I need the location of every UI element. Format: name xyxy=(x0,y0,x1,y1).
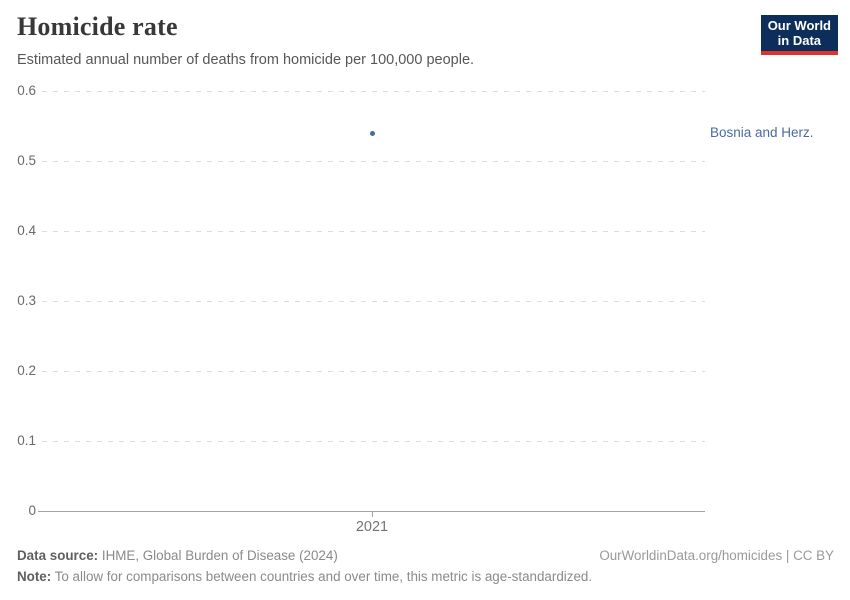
owid-logo-line1: Our World xyxy=(767,18,831,33)
page-title: Homicide rate xyxy=(17,12,178,41)
gridline xyxy=(42,301,705,302)
data-point[interactable] xyxy=(369,130,375,136)
note-label: Note: xyxy=(17,569,52,584)
y-axis-tick-label: 0.5 xyxy=(17,153,36,168)
y-axis-tick-label: 0.3 xyxy=(17,293,36,308)
note-text: To allow for comparisons between countri… xyxy=(51,569,593,584)
x-axis-line xyxy=(38,511,705,512)
owid-logo: Our World in Data xyxy=(760,15,838,55)
series-label[interactable]: Bosnia and Herz. xyxy=(710,125,814,140)
y-axis-tick-label: 0.1 xyxy=(17,433,36,448)
data-source-text: IHME, Global Burden of Disease (2024) xyxy=(98,548,338,563)
note-line: Note: To allow for comparisons between c… xyxy=(17,566,834,587)
y-axis-tick-label: 0 xyxy=(28,503,36,518)
y-axis-tick-label: 0.4 xyxy=(17,223,36,238)
gridline xyxy=(42,161,705,162)
x-axis-tick-mark xyxy=(372,512,373,517)
gridline xyxy=(42,231,705,232)
chart-footer: Data source: IHME, Global Burden of Dise… xyxy=(17,545,834,587)
gridline xyxy=(42,441,705,442)
y-axis-tick-label: 0.6 xyxy=(17,83,36,98)
x-axis-tick-label: 2021 xyxy=(355,519,389,535)
footer-row: Data source: IHME, Global Burden of Dise… xyxy=(17,545,834,566)
owid-logo-line2: in Data xyxy=(777,32,822,48)
chart-subtitle: Estimated annual number of deaths from h… xyxy=(17,52,475,68)
gridline xyxy=(42,371,705,372)
y-axis-tick-label: 0.2 xyxy=(17,363,36,378)
gridline xyxy=(42,91,705,92)
citation-link[interactable]: OurWorldinData.org/homicides | CC BY xyxy=(599,548,834,563)
data-source-label: Data source: xyxy=(17,548,99,563)
data-source-line: Data source: IHME, Global Burden of Dise… xyxy=(17,545,338,566)
